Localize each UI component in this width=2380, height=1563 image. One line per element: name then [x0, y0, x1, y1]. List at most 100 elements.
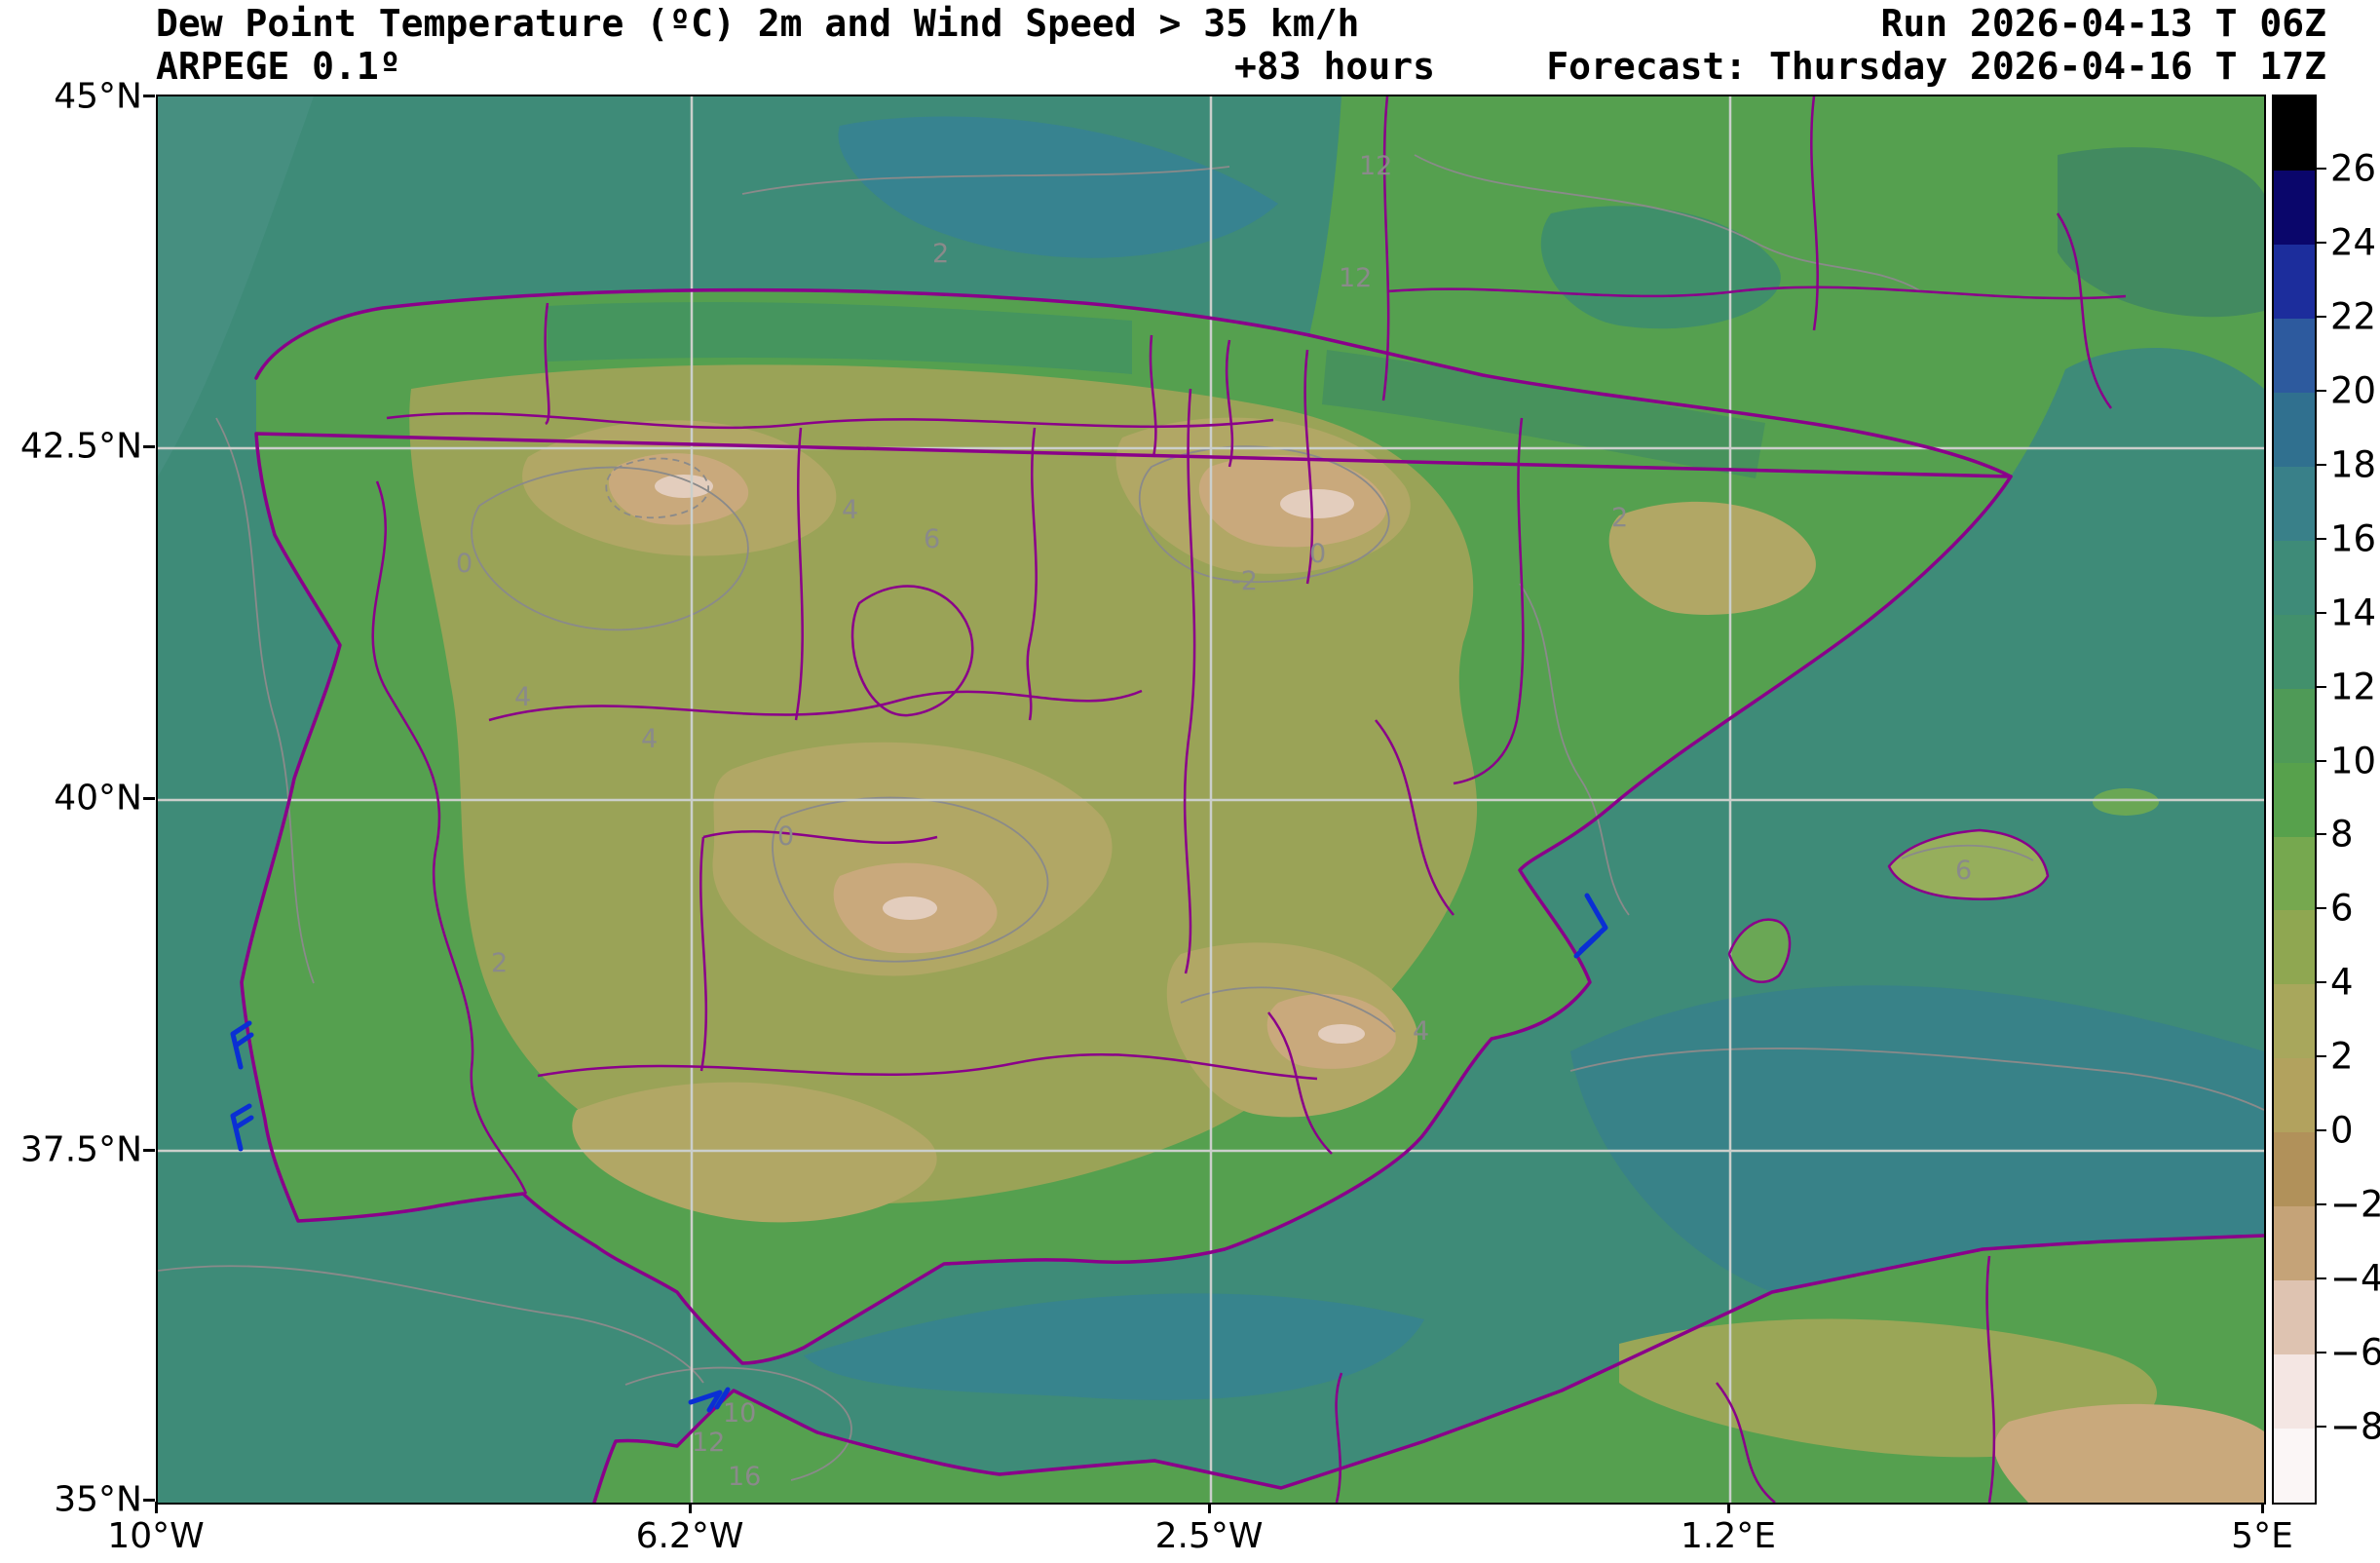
colorbar-segment	[2274, 615, 2315, 689]
colorbar-tick-label: 26	[2330, 147, 2376, 189]
colorbar-segment	[2274, 1429, 2315, 1503]
run-label: Run 2026-04-13 T 06Z	[1880, 2, 2326, 45]
colorbar-tick-mark	[2315, 168, 2326, 170]
contour-label: 6	[1955, 856, 1972, 886]
colorbar-segment	[2274, 393, 2315, 467]
colorbar-tick-mark	[2315, 981, 2326, 983]
colorbar-tick-mark	[2315, 686, 2326, 688]
colorbar-tick-label: 14	[2330, 591, 2376, 633]
colorbar-segment	[2274, 1206, 2315, 1280]
colorbar-segment	[2274, 837, 2315, 911]
contour-label: 0	[456, 549, 472, 579]
y-tick-label: 42.5°N	[0, 427, 142, 467]
contour-label: -2	[1231, 566, 1258, 596]
colorbar-tick-label: 24	[2330, 221, 2376, 263]
x-tick-label: 1.2°E	[1681, 1516, 1776, 1556]
colorbar-tick-mark	[2315, 907, 2326, 909]
colorbar-segment	[2274, 1058, 2315, 1132]
contour-label: 12	[692, 1428, 725, 1458]
contour-label: 2	[1611, 503, 1628, 533]
colorbar-segment	[2274, 1280, 2315, 1354]
colorbar-tick-label: 18	[2330, 443, 2376, 485]
contour-label: 2	[932, 239, 949, 269]
y-tick-label: 40°N	[0, 779, 142, 819]
contour-label: 4	[842, 495, 858, 525]
x-tick-label: 10°W	[107, 1516, 204, 1556]
pink-spot	[1318, 1024, 1365, 1044]
y-tick-mark	[143, 1149, 155, 1152]
y-tick-label: 37.5°N	[0, 1130, 142, 1170]
colorbar-tick-label: −8	[2330, 1406, 2380, 1448]
colorbar-tick-label: 8	[2330, 814, 2354, 856]
pink-spot	[883, 896, 937, 920]
colorbar-tick-mark	[2315, 316, 2326, 318]
x-tick-label: 2.5°W	[1155, 1516, 1264, 1556]
contour-label: 4	[641, 724, 658, 754]
menorca-island	[2093, 788, 2159, 816]
colorbar-segment	[2274, 245, 2315, 319]
colorbar-tick-label: 12	[2330, 666, 2376, 707]
colorbar-tick-label: 4	[2330, 962, 2354, 1004]
colorbar-segment	[2274, 1354, 2315, 1429]
colorbar-tick-label: 6	[2330, 888, 2354, 930]
pink-spot	[1280, 489, 1354, 518]
forecast-label: Forecast: Thursday 2026-04-16 T 17Z	[1546, 45, 2326, 88]
colorbar-tick-mark	[2315, 1352, 2326, 1353]
colorbar-tick-mark	[2315, 390, 2326, 392]
colorbar-tick-mark	[2315, 1203, 2326, 1205]
colorbar-tick-mark	[2315, 760, 2326, 762]
colorbar-tick-label: −4	[2330, 1258, 2380, 1300]
contour-label: 12	[1339, 263, 1372, 293]
colorbar	[2272, 95, 2317, 1505]
contour-label: 16	[728, 1462, 761, 1492]
dewpoint-contour-map: 12 12 6 4 4 2 0 -2 0 2 4 0 10 12 16 6 2 …	[158, 96, 2264, 1503]
map-title: Dew Point Temperature (ºC) 2m and Wind S…	[156, 2, 1359, 45]
colorbar-segment	[2274, 319, 2315, 393]
colorbar-segment	[2274, 910, 2315, 984]
colorbar-tick-label: 10	[2330, 740, 2376, 782]
contour-label: 2	[491, 948, 508, 978]
contour-label: 12	[1359, 151, 1392, 181]
y-tick-mark	[143, 445, 155, 448]
colorbar-tick-label: 0	[2330, 1110, 2354, 1152]
colorbar-tick-mark	[2315, 833, 2326, 835]
colorbar-segment	[2274, 1132, 2315, 1206]
colorbar-tick-label: 16	[2330, 517, 2376, 559]
colorbar-tick-mark	[2315, 1277, 2326, 1279]
model-label: ARPEGE 0.1º	[156, 45, 401, 88]
x-tick-label: 5°E	[2231, 1516, 2293, 1556]
contour-label: 0	[777, 821, 794, 852]
colorbar-tick-label: 2	[2330, 1036, 2354, 1078]
colorbar-tick-label: −2	[2330, 1184, 2380, 1226]
weather-map: 12 12 6 4 4 2 0 -2 0 2 4 0 10 12 16 6 2 …	[156, 95, 2266, 1505]
contour-label: 6	[924, 524, 940, 554]
lead-time-label: +83 hours	[1234, 45, 1435, 88]
y-tick-mark	[143, 1499, 155, 1502]
colorbar-segment	[2274, 96, 2315, 171]
colorbar-tick-mark	[2315, 612, 2326, 614]
colorbar-segment	[2274, 763, 2315, 837]
colorbar-tick-mark	[2315, 1426, 2326, 1428]
contour-label: 4	[1413, 1016, 1429, 1047]
y-tick-label: 45°N	[0, 77, 142, 117]
colorbar-tick-mark	[2315, 538, 2326, 540]
africa-tan-patch	[1994, 1404, 2264, 1503]
y-tick-mark	[143, 95, 155, 97]
colorbar-segment	[2274, 467, 2315, 541]
colorbar-segment	[2274, 689, 2315, 763]
colorbar-tick-mark	[2315, 1129, 2326, 1131]
colorbar-tick-label: 20	[2330, 369, 2376, 411]
contour-label: 10	[723, 1398, 756, 1429]
colorbar-segment	[2274, 541, 2315, 615]
contour-label: 0	[1309, 539, 1326, 569]
colorbar-tick-label: 22	[2330, 295, 2376, 337]
x-tick-label: 6.2°W	[636, 1516, 744, 1556]
colorbar-segment	[2274, 171, 2315, 245]
colorbar-segment	[2274, 984, 2315, 1058]
colorbar-tick-mark	[2315, 464, 2326, 466]
y-tick-mark	[143, 797, 155, 800]
colorbar-tick-mark	[2315, 242, 2326, 244]
colorbar-tick-mark	[2315, 1055, 2326, 1057]
contour-label: 4	[514, 682, 531, 712]
y-tick-label: 35°N	[0, 1480, 142, 1520]
